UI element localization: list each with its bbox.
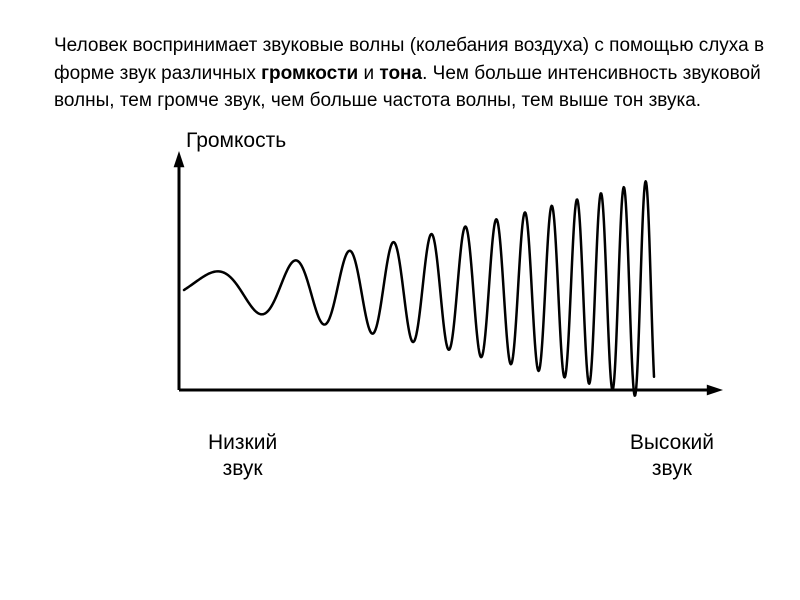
x-right-line1: Высокий <box>630 431 714 454</box>
x-axis-label-right: Высокий звук <box>630 430 714 483</box>
x-left-line2: звук <box>223 457 263 480</box>
bold-word-2: тона <box>379 63 422 84</box>
body-paragraph: Человек воспринимает звуковые волны (кол… <box>54 32 770 115</box>
x-axis-label-left: Низкий звук <box>208 430 277 483</box>
page-content: Человек воспринимает звуковые волны (кол… <box>0 0 800 465</box>
chart-svg <box>134 145 734 425</box>
text-mid1: и <box>358 63 379 84</box>
wave-chart: Громкость Низкий звук Высокий звук <box>134 135 734 465</box>
bold-word-1: громкости <box>261 63 358 84</box>
x-right-line2: звук <box>652 457 692 480</box>
x-left-line1: Низкий <box>208 431 277 454</box>
